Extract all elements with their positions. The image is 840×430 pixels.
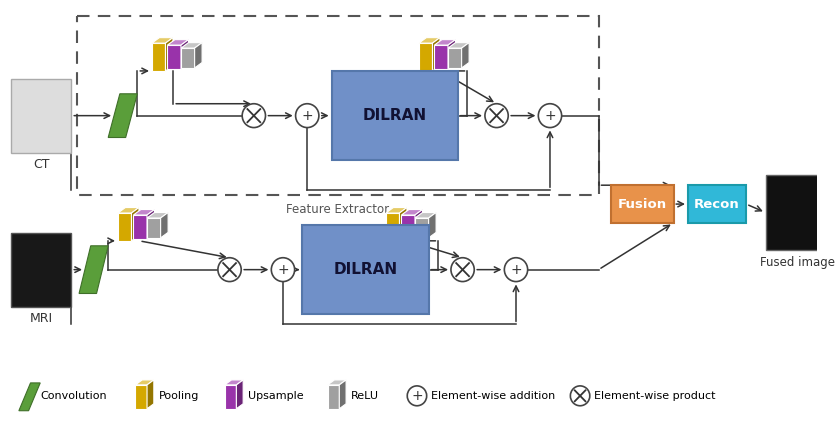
Text: MRI: MRI	[29, 312, 53, 326]
Text: Recon: Recon	[694, 197, 740, 211]
Circle shape	[570, 386, 590, 406]
Polygon shape	[132, 208, 139, 241]
Text: ReLU: ReLU	[351, 391, 379, 401]
Ellipse shape	[17, 86, 66, 145]
Polygon shape	[415, 212, 436, 218]
Ellipse shape	[17, 239, 66, 301]
Circle shape	[407, 386, 427, 406]
Text: CT: CT	[33, 158, 50, 172]
Polygon shape	[386, 208, 407, 213]
Bar	[612, 185, 675, 223]
Polygon shape	[195, 43, 202, 68]
Polygon shape	[402, 209, 423, 215]
Polygon shape	[419, 43, 433, 71]
Polygon shape	[386, 213, 400, 241]
Polygon shape	[400, 208, 407, 241]
Text: Fusion: Fusion	[618, 197, 667, 211]
Ellipse shape	[24, 248, 58, 292]
Polygon shape	[135, 385, 147, 409]
Text: +: +	[544, 109, 556, 123]
Text: +: +	[411, 389, 423, 403]
Bar	[302, 225, 428, 314]
Polygon shape	[152, 38, 173, 43]
Polygon shape	[434, 40, 455, 45]
Ellipse shape	[789, 198, 806, 219]
Circle shape	[271, 258, 295, 282]
Bar	[11, 79, 71, 154]
Polygon shape	[181, 43, 202, 48]
Polygon shape	[147, 209, 155, 239]
Polygon shape	[225, 385, 236, 409]
Circle shape	[296, 104, 319, 128]
Polygon shape	[415, 218, 428, 238]
Polygon shape	[147, 380, 154, 409]
Text: Convolution: Convolution	[40, 391, 107, 401]
Text: Upsample: Upsample	[248, 391, 303, 401]
Polygon shape	[108, 94, 137, 138]
Polygon shape	[18, 383, 40, 411]
Bar	[765, 175, 828, 250]
Circle shape	[451, 258, 475, 282]
Text: +: +	[277, 263, 289, 276]
Text: +: +	[510, 263, 522, 276]
Bar	[11, 233, 71, 307]
Polygon shape	[147, 218, 160, 238]
Ellipse shape	[780, 192, 814, 233]
Polygon shape	[448, 40, 455, 69]
Polygon shape	[134, 209, 155, 215]
Polygon shape	[134, 215, 147, 239]
Polygon shape	[462, 43, 469, 68]
Polygon shape	[181, 40, 188, 69]
Polygon shape	[236, 380, 243, 409]
Circle shape	[485, 104, 508, 128]
Text: Pooling: Pooling	[159, 391, 199, 401]
Circle shape	[538, 104, 562, 128]
Bar	[332, 71, 458, 160]
Polygon shape	[433, 38, 440, 71]
Polygon shape	[328, 385, 339, 409]
Polygon shape	[339, 380, 346, 409]
Polygon shape	[428, 212, 436, 238]
Ellipse shape	[24, 94, 58, 138]
Polygon shape	[147, 212, 168, 218]
Polygon shape	[165, 38, 173, 71]
Polygon shape	[167, 45, 181, 69]
Polygon shape	[415, 209, 423, 239]
Polygon shape	[419, 38, 440, 43]
Text: Element-wise addition: Element-wise addition	[431, 391, 554, 401]
Polygon shape	[181, 48, 195, 68]
Polygon shape	[448, 48, 462, 68]
Ellipse shape	[31, 252, 51, 278]
Polygon shape	[434, 45, 448, 69]
Polygon shape	[152, 43, 165, 71]
Polygon shape	[118, 208, 139, 213]
Text: Fused image: Fused image	[759, 256, 835, 269]
Text: Feature Extractor: Feature Extractor	[286, 203, 390, 216]
Text: +: +	[302, 109, 313, 123]
Polygon shape	[167, 40, 188, 45]
Polygon shape	[402, 215, 415, 239]
Bar	[688, 185, 746, 223]
Polygon shape	[448, 43, 469, 48]
Circle shape	[504, 258, 528, 282]
Circle shape	[242, 104, 265, 128]
Polygon shape	[118, 213, 132, 241]
Ellipse shape	[31, 103, 51, 129]
Ellipse shape	[772, 180, 822, 245]
Text: DILRAN: DILRAN	[363, 108, 427, 123]
Polygon shape	[160, 212, 168, 238]
Polygon shape	[225, 380, 243, 385]
Polygon shape	[79, 246, 108, 294]
Polygon shape	[135, 380, 154, 385]
Text: Element-wise product: Element-wise product	[594, 391, 715, 401]
Text: DILRAN: DILRAN	[333, 262, 397, 277]
Circle shape	[218, 258, 241, 282]
Polygon shape	[328, 380, 346, 385]
